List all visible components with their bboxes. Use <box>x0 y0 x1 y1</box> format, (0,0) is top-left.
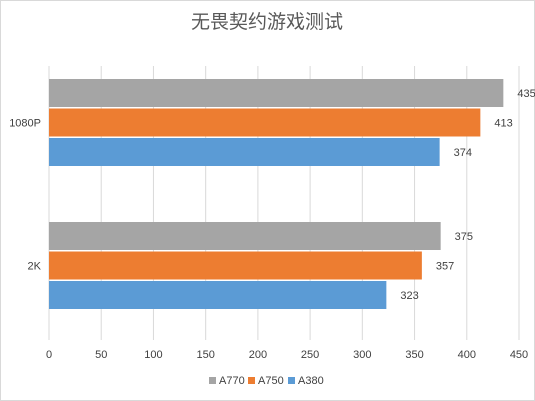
chart-title: 无畏契约游戏测试 <box>191 11 343 33</box>
x-tick-label-450: 450 <box>510 349 528 361</box>
x-tick-label-350: 350 <box>405 349 423 361</box>
x-tick-label-0: 0 <box>46 349 52 361</box>
legend-swatch-A380 <box>288 377 295 384</box>
legend-label-A770: A770 <box>219 375 245 387</box>
bar-A770-1080P <box>49 79 504 107</box>
bar-A750-1080P <box>49 108 481 137</box>
bars: 435 413 374 375 357 323 <box>49 79 535 309</box>
x-tick-label-200: 200 <box>249 349 267 361</box>
x-tick-label-250: 250 <box>301 349 319 361</box>
legend-label-A380: A380 <box>298 375 324 387</box>
data-label-A380-1080P: 374 <box>454 147 472 159</box>
data-label-A750-2K: 357 <box>436 261 454 273</box>
legend-swatch-A770 <box>209 377 216 384</box>
legend-label-A750: A750 <box>258 375 284 387</box>
x-tick-label-300: 300 <box>353 349 371 361</box>
y-axis-categories: 1080P 2K <box>9 118 41 273</box>
bar-A380-2K <box>49 281 387 309</box>
data-label-A770-1080P: 435 <box>517 88 535 100</box>
bar-A750-2K <box>49 251 422 280</box>
data-label-A750-1080P: 413 <box>494 118 512 130</box>
x-axis-ticks: 0 50 100 150 200 250 300 350 400 450 <box>46 349 528 361</box>
y-category-label-1080P: 1080P <box>9 118 41 130</box>
bar-A770-2K <box>49 222 441 250</box>
x-tick-label-150: 150 <box>196 349 214 361</box>
bar-A380-1080P <box>49 138 440 166</box>
data-label-A770-2K: 375 <box>455 231 473 243</box>
legend-swatch-A750 <box>248 377 255 384</box>
data-label-A380-2K: 323 <box>400 290 418 302</box>
x-tick-label-100: 100 <box>144 349 162 361</box>
x-tick-label-400: 400 <box>458 349 476 361</box>
y-category-label-2K: 2K <box>28 261 42 273</box>
legend: A770 A750 A380 <box>209 375 324 387</box>
x-tick-label-50: 50 <box>95 349 107 361</box>
